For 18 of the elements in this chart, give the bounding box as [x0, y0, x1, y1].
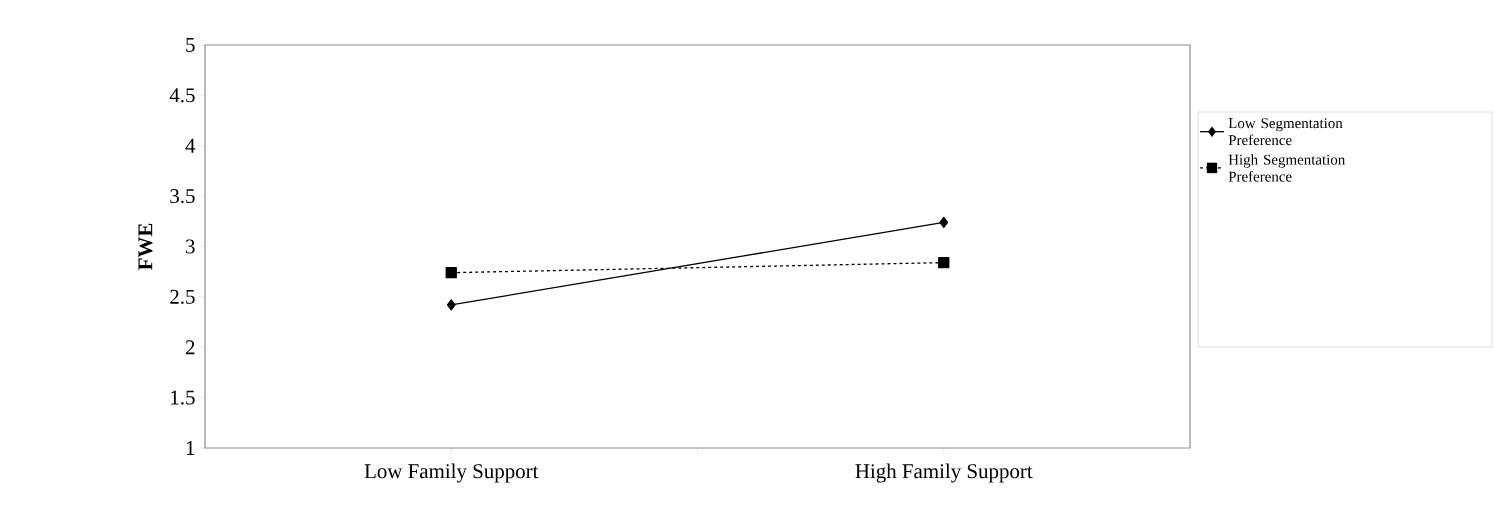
point [446, 299, 456, 311]
x-tick-label: High Family Support [855, 463, 1033, 483]
y-tick-label: 3 [186, 239, 195, 254]
y-tick-label: 1.5 [171, 390, 195, 405]
y-tick-label: 2 [185, 340, 195, 355]
x-tick-label: Low Family Support [364, 463, 539, 483]
y-tick-label: 3.5 [170, 189, 195, 204]
y-tick-label: 5 [186, 38, 195, 52]
y-tick-label: 4.5 [169, 88, 195, 103]
point [939, 216, 949, 228]
y-tick-label: 4 [185, 138, 196, 153]
legend-label: Low Segmentation Preference [1228, 118, 1343, 146]
y-tick-label: 2.5 [170, 289, 195, 304]
y-axis-title: FWE [138, 223, 153, 270]
legend-label: High Segmentation Preference [1228, 154, 1346, 182]
point [445, 267, 457, 279]
point [938, 256, 950, 269]
y-tick-label: 1 [186, 441, 195, 455]
